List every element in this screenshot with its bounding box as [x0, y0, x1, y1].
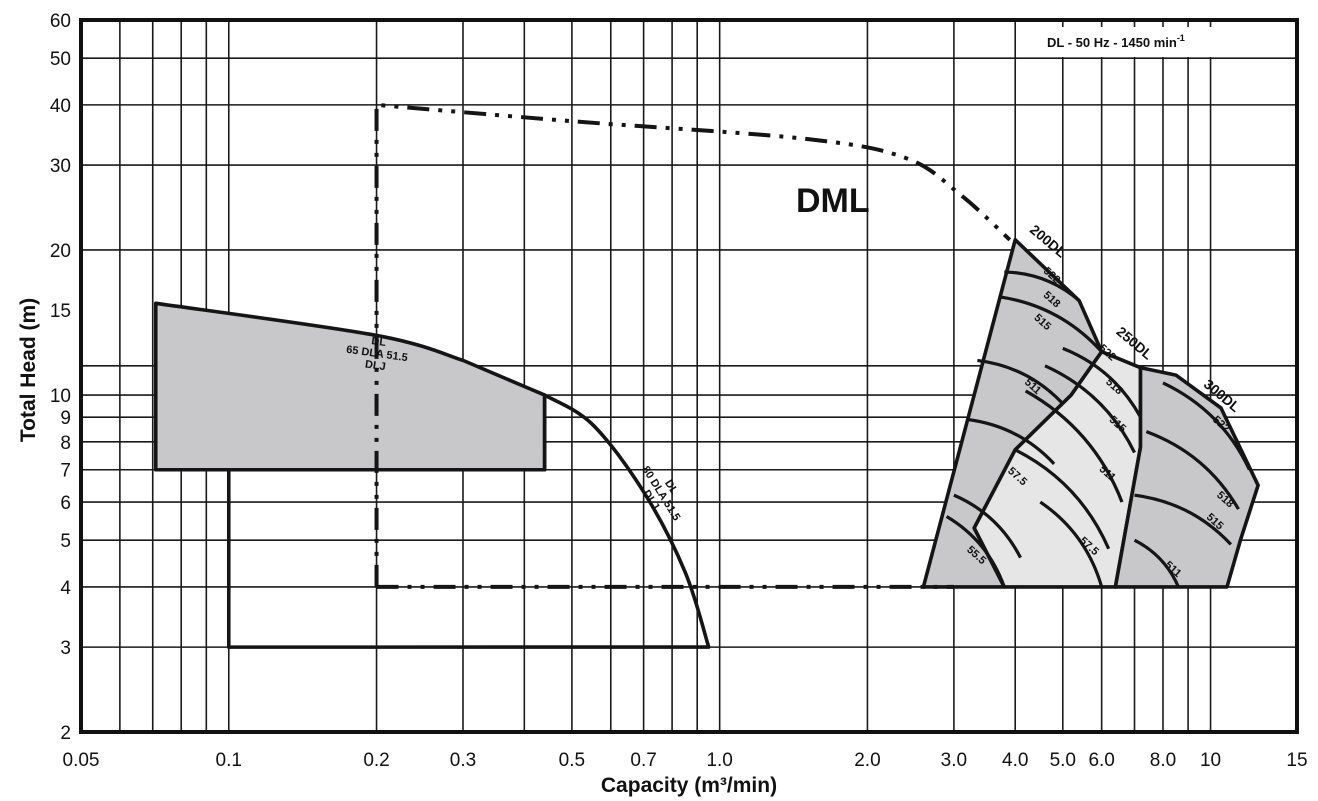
- x-tick-label: 6.0: [1088, 750, 1114, 771]
- range-80-dla-51-5: [226, 393, 711, 649]
- x-tick-label: 2.0: [854, 750, 880, 771]
- x-tick-label: 15: [1286, 750, 1307, 771]
- y-tick-label: 20: [50, 241, 71, 262]
- range-label-line: DL: [371, 335, 387, 349]
- x-tick-label: 0.5: [559, 750, 585, 771]
- info-box: DL - 50 Hz - 1450 min-1: [1037, 27, 1249, 57]
- model-division-curves: [945, 270, 1251, 588]
- y-tick-label: 4: [60, 578, 71, 599]
- x-tick-label: 0.3: [450, 750, 476, 771]
- y-tick-label: 6: [60, 493, 71, 514]
- range-label: DML: [796, 182, 870, 220]
- x-tick-label: 3.0: [941, 750, 967, 771]
- y-tick-label: 3: [60, 638, 71, 659]
- curve-200dl-575: [953, 493, 1022, 559]
- dml-envelope: [374, 102, 1012, 589]
- x-tick-label: 4.0: [1002, 750, 1028, 771]
- x-tick-label: 1.0: [706, 750, 732, 771]
- axis-tick-labels: 0.05 0.1 0.2 0.3 0.5 0.7 1.0 2.0 3.0 4.0 5.0 6.0 8.0…: [50, 11, 1308, 771]
- x-tick-label: 0.05: [63, 750, 100, 771]
- range-300dl: [1113, 365, 1260, 589]
- x-tick-label: 0.1: [216, 750, 242, 771]
- x-axis-title: Capacity (m³/min): [601, 774, 777, 797]
- curve-200dl-515: [977, 358, 1064, 405]
- y-tick-label: 2: [60, 723, 71, 744]
- curve-250dl-515: [1024, 389, 1124, 503]
- x-tick-label: 0.2: [363, 750, 389, 771]
- info-box-text: DL - 50 Hz - 1450 min-1: [1047, 33, 1185, 50]
- curve-250dl-518: [1044, 364, 1136, 454]
- curve-300dl-515: [1134, 493, 1233, 546]
- y-tick-label: 10: [50, 386, 71, 407]
- y-tick-label: 8: [60, 433, 71, 454]
- x-tick-label: 0.7: [630, 750, 656, 771]
- y-tick-label: 7: [60, 461, 71, 482]
- curve-200dl-522: [1004, 270, 1081, 302]
- y-axis-title: Total Head (m): [17, 298, 40, 442]
- curve-300dl-518: [1145, 430, 1240, 510]
- y-tick-label: 5: [60, 531, 71, 552]
- curve-300dl-522: [1162, 381, 1251, 471]
- curve-200dl-511: [967, 417, 1056, 465]
- range-dml: [374, 102, 1012, 589]
- y-tick-label: 30: [50, 156, 71, 177]
- curve-200dl-518: [998, 295, 1103, 353]
- range-65-dla-51-5: [153, 301, 547, 472]
- pump-range-regions: [153, 238, 1260, 649]
- curve-250dl-575: [1039, 500, 1104, 588]
- range-label-line: DLJ: [364, 358, 386, 373]
- x-tick-label: 5.0: [1050, 750, 1076, 771]
- curve-300dl-511: [1133, 538, 1180, 588]
- y-tick-label: 40: [50, 96, 71, 117]
- curve-250dl-522: [1062, 346, 1142, 418]
- y-tick-label: 15: [50, 301, 71, 322]
- curve-250dl-511: [1014, 448, 1111, 550]
- plot-frame: [79, 18, 1299, 734]
- y-tick-label: 50: [50, 49, 71, 70]
- curve-200dl-555: [945, 515, 1006, 588]
- info-box-frame: [1037, 27, 1249, 57]
- x-tick-label: 8.0: [1150, 750, 1176, 771]
- x-tick-label: 10: [1200, 750, 1221, 771]
- y-tick-label: 60: [50, 11, 71, 32]
- y-tick-label: 9: [60, 408, 71, 429]
